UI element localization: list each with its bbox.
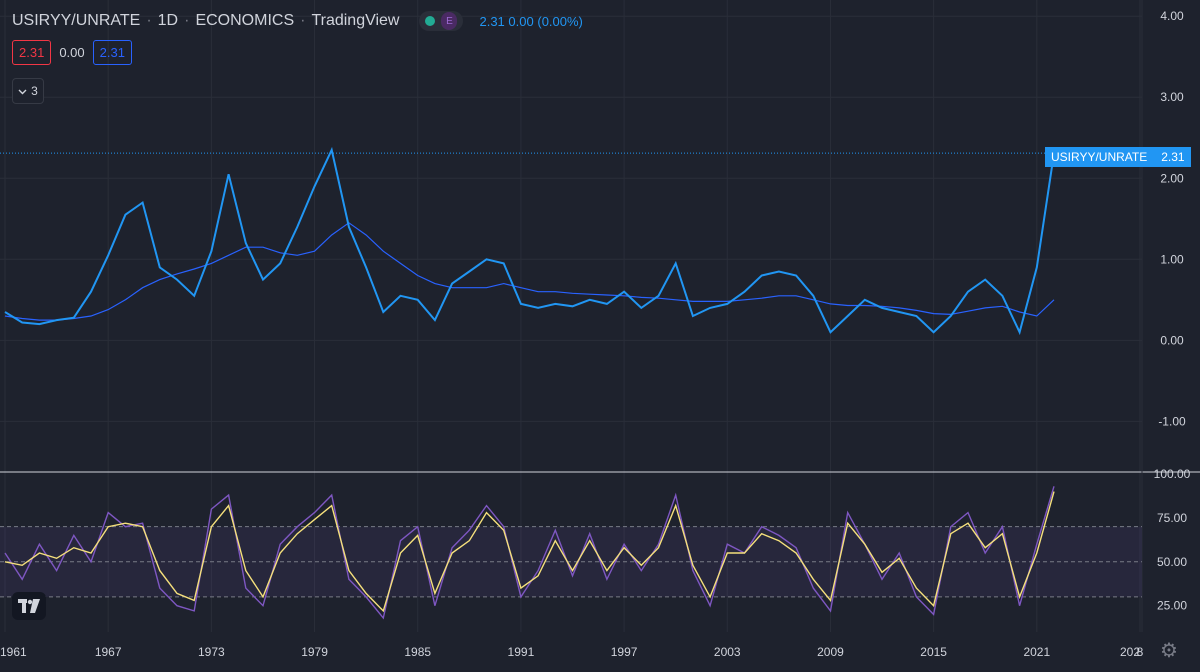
time-axis-label: 2021: [1023, 645, 1050, 659]
status-pill[interactable]: E: [419, 11, 464, 31]
main-series-line: [4, 146, 1055, 336]
price-axis-label: 3.00: [1160, 90, 1184, 104]
economic-badge: E: [441, 12, 458, 30]
time-axis-label: 1979: [301, 645, 328, 659]
price-axis-label: -1.00: [1158, 414, 1186, 428]
header-change: 0.00: [508, 13, 534, 29]
time-axis-label: 202: [1120, 645, 1140, 659]
last-price-tag: USIRYY/UNRATE 2.31: [1045, 147, 1191, 167]
sell-value-box[interactable]: 2.31: [12, 40, 52, 65]
rsi-line: [4, 486, 1055, 620]
time-axis-label: 1967: [95, 645, 122, 659]
indicators-collapse-button[interactable]: 3: [12, 78, 44, 104]
market-status[interactable]: E: [419, 11, 464, 31]
rsi-axis-label: 100.00: [1154, 467, 1191, 481]
exchange-label: ECONOMICS: [195, 12, 295, 29]
interval-label[interactable]: 1D: [157, 12, 179, 29]
rsi-axis-label: 50.00: [1157, 555, 1187, 569]
source-label: TradingView: [311, 12, 400, 29]
rsi-axis-label: 75.00: [1157, 511, 1187, 525]
price-tag-symbol: USIRYY/UNRATE: [1051, 150, 1148, 164]
price-axis-label: 4.00: [1160, 9, 1184, 23]
indicators-count: 3: [31, 84, 38, 98]
rsi-axis-label: 25.00: [1157, 599, 1187, 613]
header-change-pct: (0.00%): [537, 13, 583, 29]
time-axis-label: 1991: [508, 645, 535, 659]
header-values: 2.31 0.00 (0.00%): [479, 14, 582, 29]
legend-values: 2.31 0.00 2.31: [12, 40, 132, 65]
time-axis-label: 8: [1137, 645, 1144, 659]
spread-value: 0.00: [59, 45, 85, 60]
time-axis-label: 1985: [404, 645, 431, 659]
time-axis-label: 2015: [920, 645, 947, 659]
price-axis-label: 2.00: [1160, 171, 1184, 185]
time-axis-label: 2003: [714, 645, 741, 659]
time-axis-label: 2009: [817, 645, 844, 659]
time-axis-label: 1973: [198, 645, 225, 659]
gear-icon[interactable]: ⚙: [1160, 640, 1178, 662]
chart-header: USIRYY/UNRATE · 1D · ECONOMICS · Trading…: [12, 11, 583, 31]
time-axis-label: 1997: [611, 645, 638, 659]
market-open-dot-icon: [425, 16, 436, 26]
price-axis-label: 1.00: [1160, 252, 1184, 266]
tradingview-logo-icon[interactable]: [12, 592, 46, 620]
rsi-ma-line: [4, 491, 1055, 613]
time-axis-label: 1961: [0, 645, 27, 659]
price-tag-value: 2.31: [1161, 150, 1185, 164]
buy-value-box[interactable]: 2.31: [92, 40, 132, 65]
price-axis-label: 0.00: [1160, 333, 1184, 347]
chevron-down-icon: [18, 84, 27, 98]
header-last: 2.31: [479, 13, 505, 29]
symbol-title[interactable]: USIRYY/UNRATE: [12, 12, 141, 29]
